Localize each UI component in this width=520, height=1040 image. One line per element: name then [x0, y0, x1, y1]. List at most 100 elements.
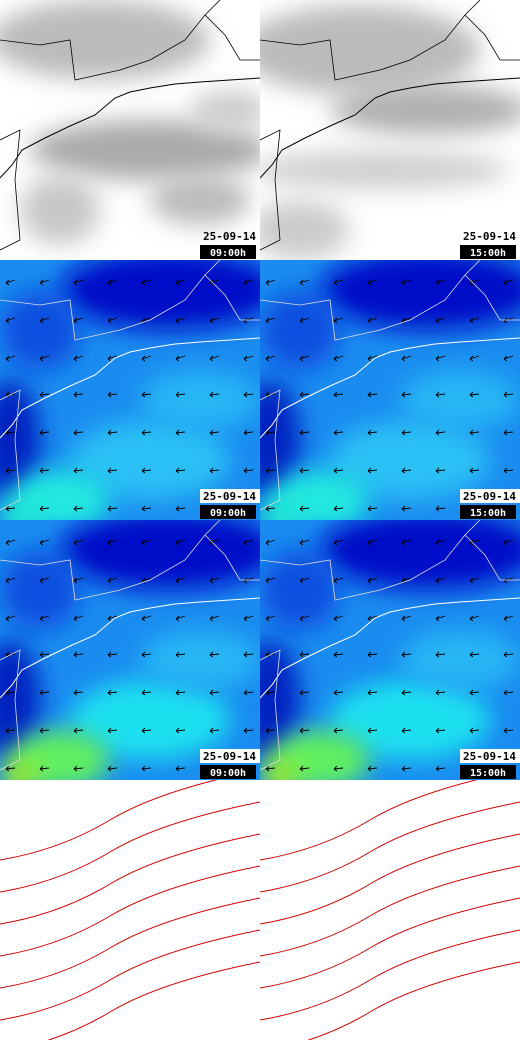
map-panel: [0, 780, 260, 1040]
field-blob: [320, 260, 520, 330]
wind-arrow: [503, 355, 514, 362]
wind-arrow: [503, 689, 514, 696]
wind-arrow: [503, 615, 514, 622]
wind-arrow: [367, 391, 378, 398]
field-blob: [2, 497, 38, 520]
wind-arrow: [333, 615, 344, 622]
wind-arrow: [333, 765, 344, 772]
wind-arrow: [209, 429, 220, 436]
wind-arrow: [333, 391, 344, 398]
contour-line: [0, 833, 260, 925]
wind-arrow: [435, 651, 446, 658]
wind-arrow: [435, 355, 446, 362]
wind-arrow: [39, 391, 50, 398]
wind-arrow: [73, 765, 84, 772]
wind-arrow: [39, 539, 50, 546]
wind-arrow: [401, 615, 412, 622]
wind-arrow: [141, 467, 152, 474]
field-blob: [400, 630, 520, 690]
field-blob: [0, 380, 40, 500]
wind-arrow: [503, 727, 514, 734]
wind-arrow: [209, 727, 220, 734]
contour-line: [260, 865, 520, 957]
wind-arrow: [5, 355, 16, 362]
wind-arrow: [5, 505, 16, 512]
wind-arrow: [469, 577, 480, 584]
wind-arrow: [265, 467, 276, 474]
wind-arrow: [39, 727, 50, 734]
wind-arrow: [299, 355, 310, 362]
wind-arrow: [175, 727, 186, 734]
date-box: [460, 489, 520, 503]
coastline: [260, 337, 520, 439]
wind-arrow: [401, 429, 412, 436]
wind-arrow: [243, 429, 254, 436]
time-label: 09:00h: [210, 768, 246, 779]
wind-arrow: [5, 689, 16, 696]
wind-arrow: [107, 651, 118, 658]
wind-arrow: [503, 279, 514, 286]
wind-arrow: [435, 279, 446, 286]
contour-line: [260, 929, 520, 1021]
wind-arrow: [73, 429, 84, 436]
wind-arrow: [209, 689, 220, 696]
wind-arrow: [401, 355, 412, 362]
wind-arrow: [469, 391, 480, 398]
field-blob: [260, 150, 510, 190]
field-blob: [70, 420, 230, 500]
wind-arrow: [333, 279, 344, 286]
wind-arrow: [175, 355, 186, 362]
time-box: [460, 765, 516, 779]
time-box: [460, 245, 516, 259]
date-box: [460, 749, 520, 763]
field-blob: [20, 175, 100, 245]
wind-arrow: [435, 615, 446, 622]
date-box: [200, 749, 260, 763]
time-box: [200, 765, 256, 779]
wind-arrow: [265, 429, 276, 436]
wind-arrow: [299, 505, 310, 512]
wind-arrow: [107, 577, 118, 584]
field-blob: [140, 370, 260, 430]
wind-arrow: [299, 429, 310, 436]
wind-arrow: [243, 689, 254, 696]
field-blob: [60, 520, 260, 590]
wind-arrow: [265, 689, 276, 696]
field-blob: [2, 757, 38, 780]
wind-arrow: [73, 727, 84, 734]
wind-arrow: [141, 689, 152, 696]
wind-arrow: [503, 539, 514, 546]
field-blob: [260, 5, 480, 95]
wind-arrow: [5, 467, 16, 474]
state-border: [0, 0, 260, 251]
field-blob: [260, 200, 350, 260]
wind-arrow: [435, 505, 446, 512]
wind-arrow: [367, 429, 378, 436]
wind-arrow: [175, 467, 186, 474]
wind-arrow: [401, 539, 412, 546]
wind-arrow: [265, 577, 276, 584]
wind-arrow: [333, 317, 344, 324]
wind-arrow: [209, 577, 220, 584]
map-panel: 25-09-14 15:00h: [260, 520, 520, 780]
wind-arrow: [243, 279, 254, 286]
wind-arrow: [5, 765, 16, 772]
wind-arrow: [5, 539, 16, 546]
wind-arrow: [367, 505, 378, 512]
coastline: [260, 77, 520, 179]
field-blob: [0, 290, 80, 370]
wind-arrow: [141, 429, 152, 436]
contour-line: [0, 801, 260, 893]
wind-arrow: [333, 727, 344, 734]
wind-arrow: [141, 765, 152, 772]
wind-arrow: [299, 689, 310, 696]
wind-arrow: [503, 391, 514, 398]
coastline: [0, 337, 260, 439]
wind-arrow: [299, 279, 310, 286]
wind-arrow: [243, 355, 254, 362]
contour-line: [307, 961, 520, 1040]
wind-arrow: [401, 467, 412, 474]
wind-arrow: [299, 615, 310, 622]
contour-line: [0, 929, 260, 1021]
wind-arrow: [435, 765, 446, 772]
